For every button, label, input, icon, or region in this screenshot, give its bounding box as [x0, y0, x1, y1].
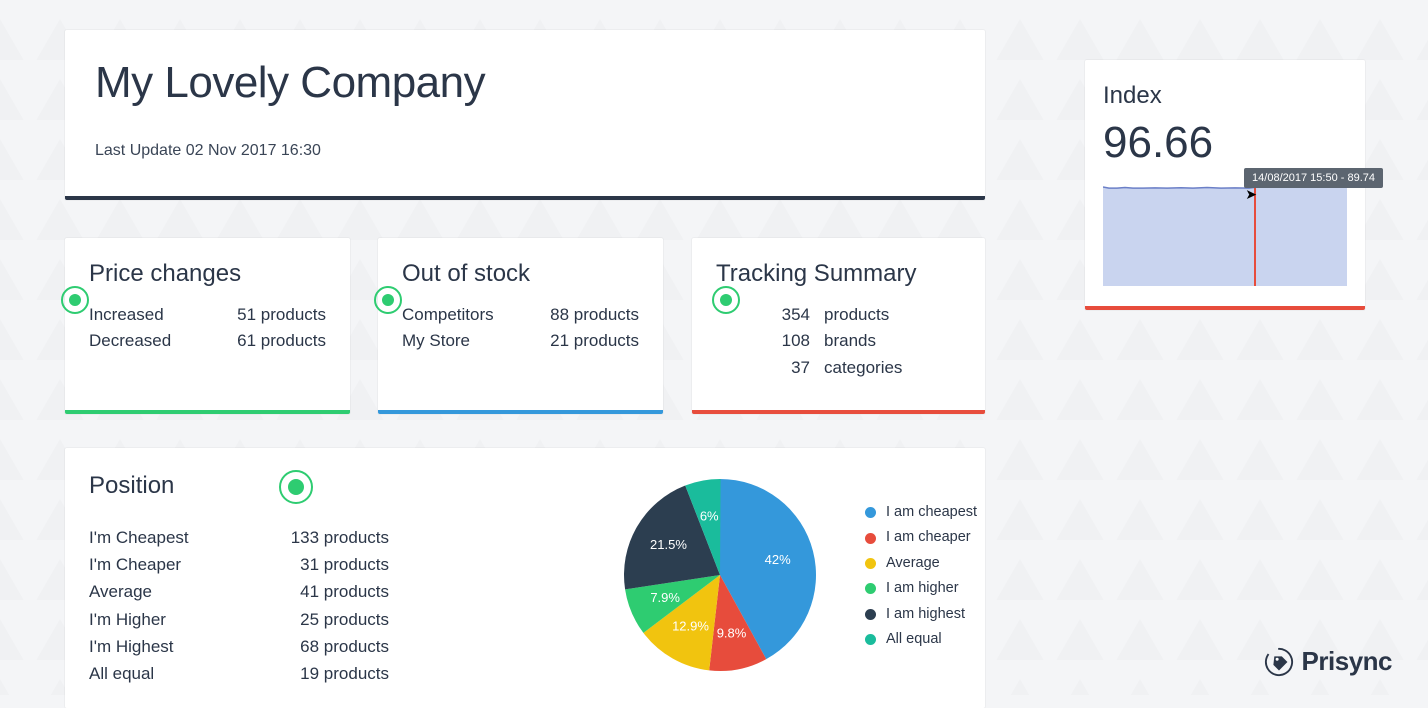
brand-name: Prisync [1302, 646, 1392, 677]
legend-item[interactable]: I am highest [865, 602, 977, 627]
index-tooltip: 14/08/2017 15:50 - 89.74 [1244, 168, 1383, 188]
row-value: 133 products [291, 524, 389, 551]
row-label: Average [89, 578, 152, 605]
legend-label: Average [886, 551, 940, 576]
price-changes-title: Price changes [89, 260, 326, 288]
position-card: Position I'm Cheapest 133 products I'm Ch… [65, 448, 985, 708]
legend-label: I am cheaper [886, 525, 971, 550]
index-value: 96.66 [1103, 118, 1347, 168]
row-label: I'm Cheaper [89, 551, 181, 578]
refresh-icon[interactable] [61, 286, 89, 314]
out-of-stock-rows: Competitors 88 products My Store 21 produc… [402, 302, 639, 355]
legend-label: I am cheapest [886, 500, 977, 525]
row-label: products [824, 302, 889, 328]
refresh-icon[interactable] [712, 286, 740, 314]
out-of-stock-title: Out of stock [402, 260, 639, 288]
legend-swatch [865, 507, 876, 518]
row-num: 37 [762, 355, 810, 381]
pie-slice-label: 42% [765, 552, 791, 567]
pie-slice-label: 7.9% [650, 590, 680, 605]
brand-logo[interactable]: Prisync [1264, 646, 1392, 677]
legend-label: I am higher [886, 576, 959, 601]
cursor-icon: ➤ [1245, 186, 1257, 203]
row-value: 41 products [300, 578, 389, 605]
row-value: 25 products [300, 606, 389, 633]
legend-label: I am highest [886, 602, 965, 627]
legend-swatch [865, 533, 876, 544]
company-header-card: My Lovely Company Last Update 02 Nov 201… [65, 30, 985, 200]
refresh-icon[interactable] [374, 286, 402, 314]
row-label: brands [824, 328, 876, 354]
legend-item[interactable]: I am higher [865, 576, 977, 601]
position-pie-legend: I am cheapestI am cheaperAverageI am hig… [865, 500, 977, 652]
row-value: 68 products [300, 633, 389, 660]
row-label: I'm Higher [89, 606, 166, 633]
row-label: I'm Cheapest [89, 524, 189, 551]
legend-item[interactable]: All equal [865, 627, 977, 652]
row-value: 61 products [237, 328, 326, 354]
pie-slice-label: 9.8% [717, 625, 747, 640]
index-area-chart[interactable] [1103, 176, 1347, 286]
tracking-summary-title: Tracking Summary [716, 260, 961, 288]
tracking-summary-rows: 354 products 108 brands 37 categories [762, 302, 961, 381]
row-num: 108 [762, 328, 810, 354]
pie-slice-label: 21.5% [650, 537, 687, 552]
legend-label: All equal [886, 627, 942, 652]
legend-item[interactable]: Average [865, 551, 977, 576]
legend-item[interactable]: I am cheaper [865, 525, 977, 550]
row-value: 51 products [237, 302, 326, 328]
row-value: 21 products [550, 328, 639, 354]
position-pie-chart[interactable]: 42% 9.8% 12.9% 7.9% 21.5% 6% [615, 470, 825, 685]
position-title: Position [89, 472, 961, 500]
row-value: 19 products [300, 660, 389, 687]
out-of-stock-card: Out of stock Competitors 88 products My S… [378, 238, 663, 414]
index-card: Index 96.66 14/08/2017 15:50 - 89.74 ➤ [1085, 60, 1365, 310]
row-label: Decreased [89, 328, 171, 354]
row-value: 88 products [550, 302, 639, 328]
row-label: Increased [89, 302, 164, 328]
row-label: Competitors [402, 302, 494, 328]
company-title: My Lovely Company [95, 58, 955, 108]
index-title: Index [1103, 82, 1347, 110]
price-changes-rows: Increased 51 products Decreased 61 product… [89, 302, 326, 355]
row-value: 31 products [300, 551, 389, 578]
legend-swatch [865, 583, 876, 594]
row-label: categories [824, 355, 902, 381]
row-label: I'm Highest [89, 633, 174, 660]
last-update-text: Last Update 02 Nov 2017 16:30 [95, 142, 955, 160]
legend-swatch [865, 558, 876, 569]
position-rows: I'm Cheapest 133 products I'm Cheaper 31 p… [89, 524, 389, 687]
pie-slice-label: 6% [700, 508, 719, 523]
row-label: All equal [89, 660, 154, 687]
refresh-icon[interactable] [279, 470, 313, 504]
tracking-summary-card: Tracking Summary 354 products 108 brands 3… [692, 238, 985, 414]
row-label: My Store [402, 328, 470, 354]
row-num: 354 [762, 302, 810, 328]
legend-swatch [865, 609, 876, 620]
tag-icon [1264, 647, 1294, 677]
pie-slice-label: 12.9% [672, 619, 709, 634]
legend-item[interactable]: I am cheapest [865, 500, 977, 525]
price-changes-card: Price changes Increased 51 products Decre… [65, 238, 350, 414]
legend-swatch [865, 634, 876, 645]
